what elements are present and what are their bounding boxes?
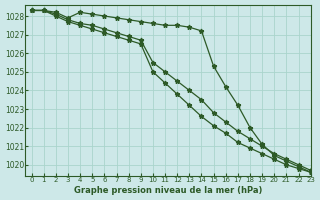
X-axis label: Graphe pression niveau de la mer (hPa): Graphe pression niveau de la mer (hPa): [74, 186, 262, 195]
